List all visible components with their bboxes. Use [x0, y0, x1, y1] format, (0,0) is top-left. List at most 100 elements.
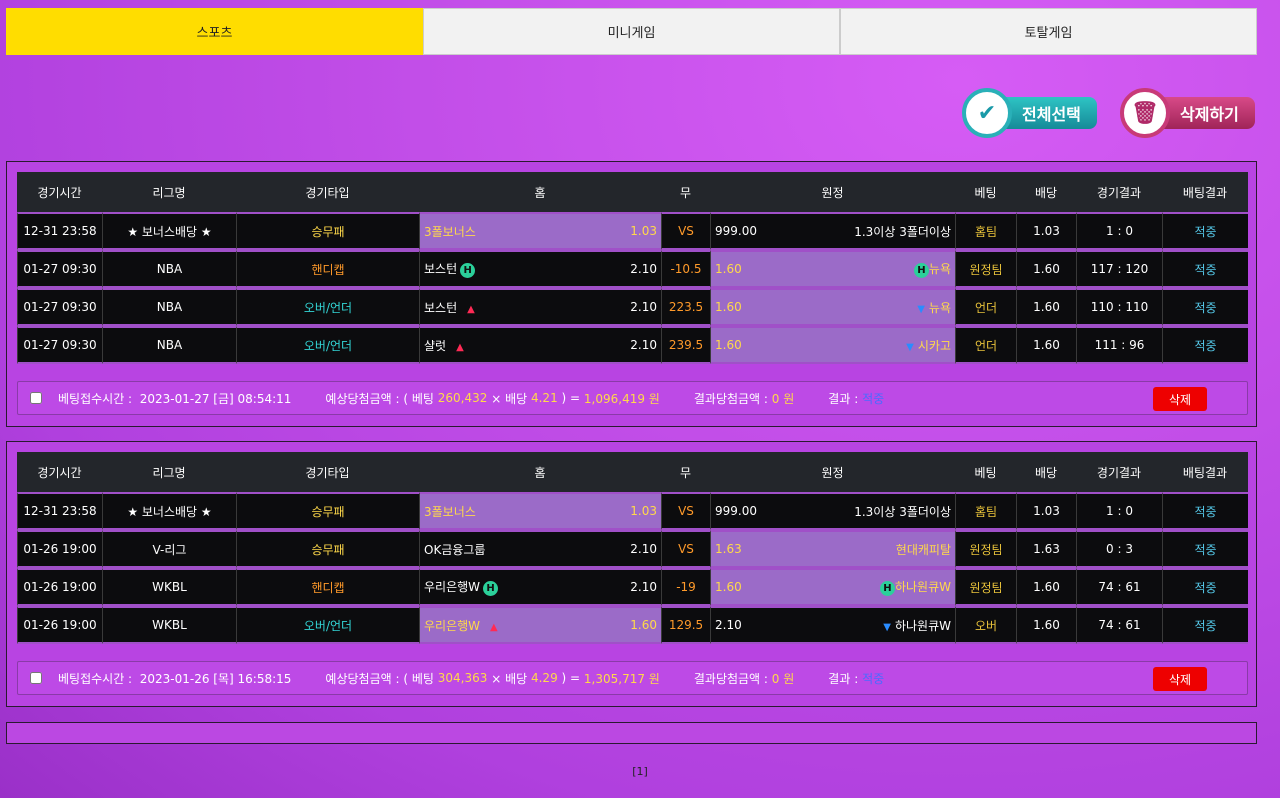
- away-team: 현대캐피탈: [895, 542, 951, 557]
- away-odds: 2.10: [715, 618, 742, 632]
- away-odds: 1.63: [715, 542, 742, 556]
- away-cell: 999.00 1.3이상 3폴더이상: [710, 492, 955, 530]
- slip-checkbox[interactable]: [30, 392, 42, 404]
- bet-time: 2023-01-26 [목] 16:58:15: [139, 671, 292, 686]
- away-team: 1.3이상 3폴더이상: [854, 224, 951, 239]
- over-arrow-icon: ▲: [467, 303, 475, 315]
- bet-pick: 원정팀: [955, 250, 1016, 288]
- match-time: 01-26 19:00: [17, 530, 102, 568]
- bet-odds: 1.60: [1016, 288, 1076, 326]
- handicap-icon: H: [879, 581, 895, 596]
- column-header: 경기타입: [236, 172, 419, 212]
- result-label: 결과 :: [828, 671, 859, 686]
- away-odds: 999.00: [715, 504, 757, 518]
- match-time: 01-27 09:30: [17, 250, 102, 288]
- bet-pick: 원정팀: [955, 530, 1016, 568]
- empty-bar: [6, 722, 1257, 744]
- stake: 304,363: [437, 671, 488, 685]
- bet-pick: 원정팀: [955, 568, 1016, 606]
- times-label: × 배당: [491, 391, 528, 406]
- tab-totalgame[interactable]: 토탈게임: [840, 8, 1257, 55]
- game-type: 승무패: [236, 530, 419, 568]
- expected-payout: 1,305,717 원: [583, 671, 660, 686]
- game-type: 승무패: [236, 212, 419, 250]
- home-cell: 우리은행W H 2.10: [419, 568, 661, 606]
- league-name: WKBL: [102, 568, 236, 606]
- delete-slip-button[interactable]: 삭제: [1153, 667, 1207, 691]
- slip-result: 적중: [862, 391, 885, 406]
- match-score: 110 : 110: [1076, 288, 1162, 326]
- bet-result: 적중: [1162, 568, 1248, 606]
- column-header: 배팅결과: [1162, 172, 1248, 212]
- match-score: 0 : 3: [1076, 530, 1162, 568]
- table-row: 01-26 19:00 WKBL 오버/언더 우리은행W ▲ 1.60 129.5 …: [17, 606, 1248, 644]
- column-header: 배당: [1016, 452, 1076, 492]
- select-all-label: 전체선택: [996, 97, 1097, 129]
- home-odds: 2.10: [630, 542, 657, 556]
- table-header: 경기시간 리그명 경기타입 홈 무 원정 베팅 배당 경기결과 배팅결과: [17, 172, 1248, 212]
- home-odds: 2.10: [630, 338, 657, 352]
- bet-time: 2023-01-27 [금] 08:54:11: [139, 391, 292, 406]
- equals: ) =: [561, 671, 581, 685]
- match-time: 12-31 23:58: [17, 212, 102, 250]
- league-name: NBA: [102, 288, 236, 326]
- away-team: 하나원큐W: [894, 618, 951, 633]
- draw-cell: VS: [661, 492, 710, 530]
- home-team: 우리은행W: [424, 580, 481, 594]
- bet-odds: 1.60: [1016, 326, 1076, 364]
- bet-odds: 1.60: [1016, 250, 1076, 288]
- trash-icon: 🗑: [1120, 88, 1170, 138]
- match-time: 01-26 19:00: [17, 568, 102, 606]
- home-cell: 보스턴 H 2.10: [419, 250, 661, 288]
- away-odds: 999.00: [715, 224, 757, 238]
- away-team: 1.3이상 3폴더이상: [854, 504, 951, 519]
- under-arrow-icon: ▼: [883, 621, 891, 633]
- away-team: 뉴욕: [928, 262, 951, 276]
- match-score: 111 : 96: [1076, 326, 1162, 364]
- game-type: 오버/언더: [236, 326, 419, 364]
- away-cell: 1.60 ▼ 시카고: [710, 326, 955, 364]
- result-amount: 0 원: [771, 671, 795, 686]
- over-arrow-icon: ▲: [490, 621, 498, 633]
- page-1[interactable]: [1]: [632, 765, 648, 778]
- match-time: 12-31 23:58: [17, 492, 102, 530]
- bet-table: 경기시간 리그명 경기타입 홈 무 원정 베팅 배당 경기결과 배팅결과 12-31 23:58 …: [17, 452, 1248, 644]
- tab-sports[interactable]: 스포츠: [6, 8, 423, 55]
- bet-time-label: 베팅접수시간 :: [58, 671, 133, 686]
- bet-odds: 1.03: [1016, 492, 1076, 530]
- draw-cell: VS: [661, 530, 710, 568]
- delete-slip-button[interactable]: 삭제: [1153, 387, 1207, 411]
- total-odds: 4.29: [530, 671, 558, 685]
- pagination[interactable]: [1]: [0, 765, 1280, 778]
- bet-result: 적중: [1162, 492, 1248, 530]
- bet-pick: 언더: [955, 288, 1016, 326]
- league-name: ★ 보너스배당 ★: [102, 492, 236, 530]
- home-odds: 2.10: [630, 262, 657, 276]
- result-amount-label: 결과당첨금액 :: [693, 671, 768, 686]
- draw-cell: -19: [661, 568, 710, 606]
- bet-table: 경기시간 리그명 경기타입 홈 무 원정 베팅 배당 경기결과 배팅결과 12-31 23:58 …: [17, 172, 1248, 364]
- draw-cell: -10.5: [661, 250, 710, 288]
- bet-slip: 경기시간 리그명 경기타입 홈 무 원정 베팅 배당 경기결과 배팅결과 12-31 23:58 …: [6, 161, 1257, 427]
- home-odds: 2.10: [630, 580, 657, 594]
- delete-all-label: 삭제하기: [1154, 97, 1255, 129]
- column-header: 홈: [419, 172, 661, 212]
- bet-odds: 1.60: [1016, 606, 1076, 644]
- select-all-button[interactable]: ✔ 전체선택: [962, 88, 1097, 138]
- away-odds: 1.60: [715, 580, 742, 594]
- home-cell: 샬럿 ▲ 2.10: [419, 326, 661, 364]
- tab-minigame[interactable]: 미니게임: [423, 8, 840, 55]
- check-icon: ✔: [962, 88, 1012, 138]
- game-type: 승무패: [236, 492, 419, 530]
- delete-all-button[interactable]: 🗑 삭제하기: [1120, 88, 1255, 138]
- column-header: 리그명: [102, 452, 236, 492]
- slip-checkbox[interactable]: [30, 672, 42, 684]
- bet-result: 적중: [1162, 606, 1248, 644]
- match-score: 1 : 0: [1076, 212, 1162, 250]
- equals: ) =: [561, 391, 581, 405]
- bet-odds: 1.63: [1016, 530, 1076, 568]
- home-team: 샬럿: [424, 338, 447, 353]
- bet-pick: 홈팀: [955, 212, 1016, 250]
- expected-label: 예상당첨금액 : ( 베팅: [325, 671, 434, 686]
- bet-result: 적중: [1162, 326, 1248, 364]
